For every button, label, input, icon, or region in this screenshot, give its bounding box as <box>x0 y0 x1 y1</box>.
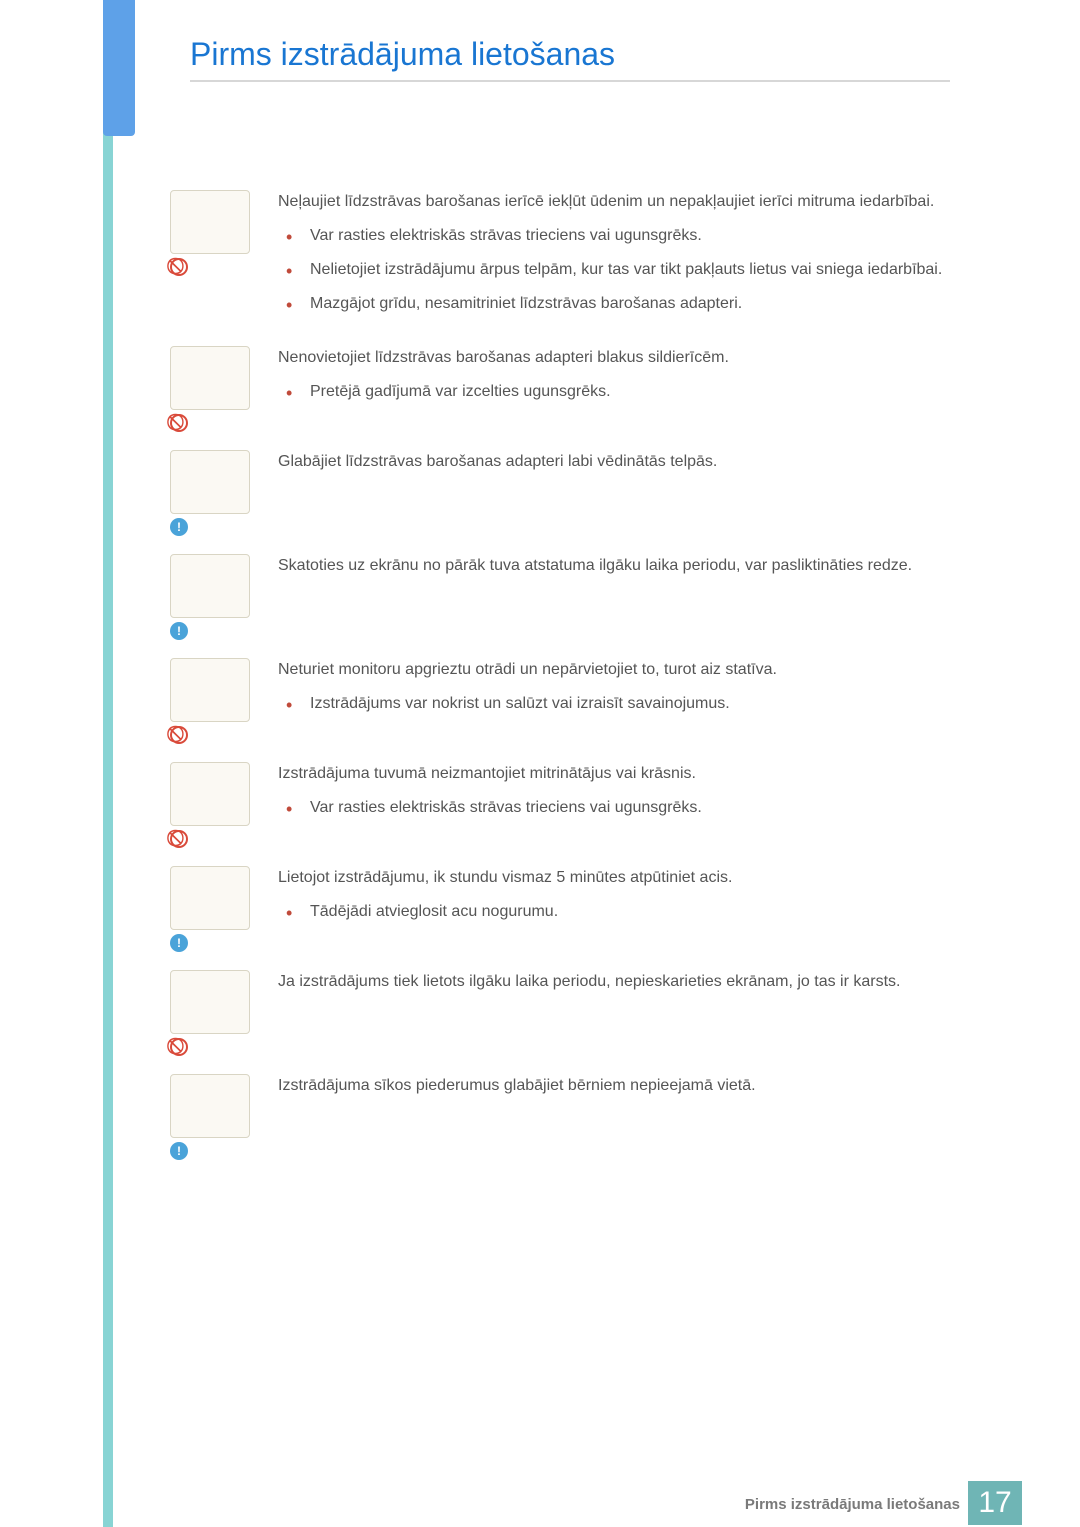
section-bullets: Var rasties elektriskās strāvas triecien… <box>278 796 960 820</box>
section-lead: Skatoties uz ekrānu no pārāk tuva atstat… <box>278 554 960 578</box>
illustration-placeholder <box>170 658 250 722</box>
prohibit-icon <box>170 258 188 276</box>
illustration-wrap <box>170 762 260 848</box>
bullet-item: Pretējā gadījumā var izcelties ugunsgrēk… <box>310 380 960 404</box>
section-lead: Izstrādājuma tuvumā neizmantojiet mitrin… <box>278 762 960 786</box>
content-area: Neļaujiet līdzstrāvas barošanas ierīcē i… <box>170 190 960 1178</box>
section-lead: Neturiet monitoru apgrieztu otrādi un ne… <box>278 658 960 682</box>
safety-section: Izstrādājuma tuvumā neizmantojiet mitrin… <box>170 762 960 848</box>
bullet-item: Mazgājot grīdu, nesamitriniet līdzstrāva… <box>310 292 960 316</box>
info-icon <box>170 622 188 640</box>
section-bullets: Tādējādi atvieglosit acu nogurumu. <box>278 900 960 924</box>
safety-section: Lietojot izstrādājumu, ik stundu vismaz … <box>170 866 960 952</box>
safety-section: Glabājiet līdzstrāvas barošanas adapteri… <box>170 450 960 536</box>
illustration-wrap <box>170 658 260 744</box>
info-icon <box>170 934 188 952</box>
illustration-wrap <box>170 970 260 1056</box>
footer: Pirms izstrādājuma lietošanas 17 <box>0 1479 1080 1527</box>
section-lead: Neļaujiet līdzstrāvas barošanas ierīcē i… <box>278 190 960 214</box>
bullet-item: Var rasties elektriskās strāvas triecien… <box>310 224 960 248</box>
illustration-placeholder <box>170 762 250 826</box>
bullet-item: Var rasties elektriskās strāvas triecien… <box>310 796 960 820</box>
illustration-wrap <box>170 346 260 432</box>
info-icon <box>170 518 188 536</box>
section-body: Ja izstrādājums tiek lietots ilgāku laik… <box>278 970 960 1004</box>
illustration-wrap <box>170 1074 260 1160</box>
section-body: Nenovietojiet līdzstrāvas barošanas adap… <box>278 346 960 416</box>
section-body: Izstrādājuma sīkos piederumus glabājiet … <box>278 1074 960 1108</box>
illustration-placeholder <box>170 450 250 514</box>
bullet-item: Tādējādi atvieglosit acu nogurumu. <box>310 900 960 924</box>
safety-section: Izstrādājuma sīkos piederumus glabājiet … <box>170 1074 960 1160</box>
illustration-placeholder <box>170 866 250 930</box>
safety-section: Skatoties uz ekrānu no pārāk tuva atstat… <box>170 554 960 640</box>
section-lead: Ja izstrādājums tiek lietots ilgāku laik… <box>278 970 960 994</box>
section-body: Izstrādājuma tuvumā neizmantojiet mitrin… <box>278 762 960 832</box>
safety-section: Nenovietojiet līdzstrāvas barošanas adap… <box>170 346 960 432</box>
prohibit-icon <box>170 726 188 744</box>
illustration-placeholder <box>170 970 250 1034</box>
page-number: 17 <box>968 1481 1022 1525</box>
section-body: Skatoties uz ekrānu no pārāk tuva atstat… <box>278 554 960 588</box>
side-accent-teal <box>103 0 113 1527</box>
footer-label: Pirms izstrādājuma lietošanas <box>745 1496 960 1513</box>
illustration-wrap <box>170 190 260 276</box>
section-body: Neļaujiet līdzstrāvas barošanas ierīcē i… <box>278 190 960 328</box>
side-accent-blue <box>103 0 135 136</box>
section-lead: Nenovietojiet līdzstrāvas barošanas adap… <box>278 346 960 370</box>
section-lead: Izstrādājuma sīkos piederumus glabājiet … <box>278 1074 960 1098</box>
section-bullets: Pretējā gadījumā var izcelties ugunsgrēk… <box>278 380 960 404</box>
section-lead: Glabājiet līdzstrāvas barošanas adapteri… <box>278 450 960 474</box>
illustration-wrap <box>170 866 260 952</box>
prohibit-icon <box>170 414 188 432</box>
prohibit-icon <box>170 830 188 848</box>
page-title: Pirms izstrādājuma lietošanas <box>190 36 615 73</box>
section-body: Neturiet monitoru apgrieztu otrādi un ne… <box>278 658 960 728</box>
title-rule <box>190 80 950 82</box>
illustration-placeholder <box>170 1074 250 1138</box>
illustration-placeholder <box>170 190 250 254</box>
section-body: Glabājiet līdzstrāvas barošanas adapteri… <box>278 450 960 484</box>
prohibit-icon <box>170 1038 188 1056</box>
section-body: Lietojot izstrādājumu, ik stundu vismaz … <box>278 866 960 936</box>
illustration-wrap <box>170 450 260 536</box>
safety-section: Ja izstrādājums tiek lietots ilgāku laik… <box>170 970 960 1056</box>
safety-section: Neturiet monitoru apgrieztu otrādi un ne… <box>170 658 960 744</box>
safety-section: Neļaujiet līdzstrāvas barošanas ierīcē i… <box>170 190 960 328</box>
section-bullets: Izstrādājums var nokrist un salūzt vai i… <box>278 692 960 716</box>
info-icon <box>170 1142 188 1160</box>
section-lead: Lietojot izstrādājumu, ik stundu vismaz … <box>278 866 960 890</box>
illustration-wrap <box>170 554 260 640</box>
bullet-item: Izstrādājums var nokrist un salūzt vai i… <box>310 692 960 716</box>
illustration-placeholder <box>170 554 250 618</box>
section-bullets: Var rasties elektriskās strāvas triecien… <box>278 224 960 316</box>
illustration-placeholder <box>170 346 250 410</box>
bullet-item: Nelietojiet izstrādājumu ārpus telpām, k… <box>310 258 960 282</box>
